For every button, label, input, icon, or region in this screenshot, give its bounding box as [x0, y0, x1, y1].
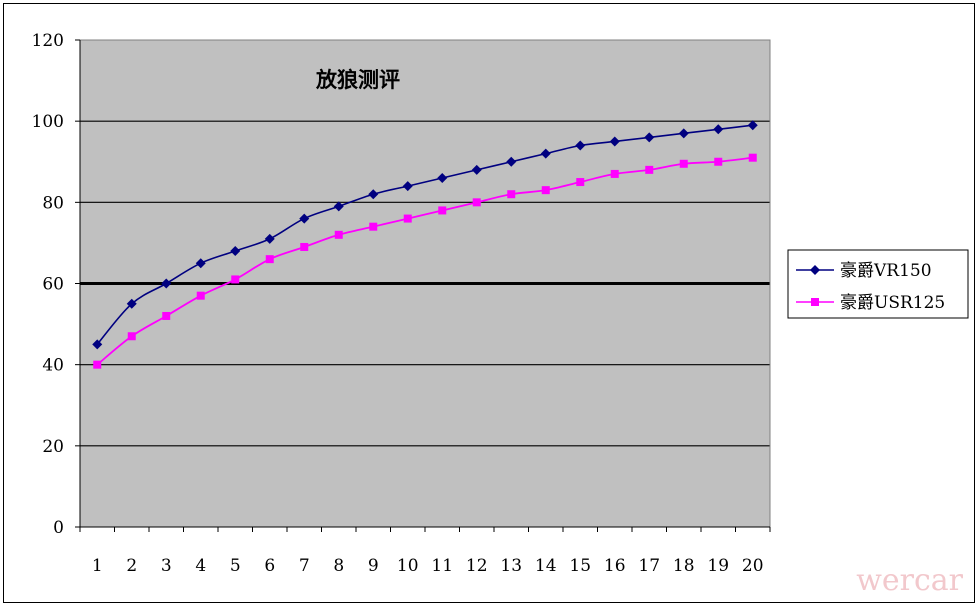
x-tick-label: 8 — [333, 556, 344, 576]
data-point — [576, 178, 585, 187]
x-tick-label: 17 — [638, 556, 660, 576]
data-point — [645, 165, 654, 174]
x-tick-label: 1 — [92, 556, 103, 576]
y-axis: 0 20 40 60 80 100 120 — [32, 31, 81, 538]
legend-marker-series-2 — [811, 298, 819, 306]
data-point — [714, 157, 723, 166]
y-tick-label: 120 — [32, 31, 64, 51]
y-tick-label: 40 — [42, 356, 64, 376]
data-point — [679, 159, 688, 168]
watermark: wercar — [856, 563, 963, 598]
x-tick-label: 4 — [195, 556, 206, 576]
data-point — [264, 233, 275, 244]
y-tick-label: 20 — [42, 437, 64, 457]
x-tick-label: 14 — [535, 556, 557, 576]
x-tick-label: 6 — [264, 556, 275, 576]
data-point — [92, 339, 103, 350]
data-point — [644, 132, 655, 143]
data-point — [231, 275, 240, 284]
data-point — [333, 201, 344, 212]
x-tick-label: 15 — [569, 556, 591, 576]
series-2 — [93, 153, 757, 369]
data-point — [300, 242, 309, 251]
y-tick-label: 0 — [53, 518, 64, 538]
data-point — [195, 258, 206, 269]
series-1 — [92, 120, 758, 350]
data-point — [127, 332, 136, 341]
data-point — [161, 278, 172, 289]
x-tick-label: 7 — [299, 556, 310, 576]
data-point — [299, 213, 310, 224]
data-point — [230, 246, 241, 257]
chart-title: 放狼测评 — [315, 68, 400, 92]
data-point — [437, 172, 448, 183]
x-tick-label: 12 — [466, 556, 488, 576]
series-lines — [92, 120, 758, 369]
x-tick-label: 20 — [742, 556, 764, 576]
data-point — [575, 140, 586, 151]
x-tick-label: 11 — [431, 556, 453, 576]
data-point — [540, 148, 551, 159]
data-point — [713, 124, 724, 135]
data-point — [748, 153, 757, 162]
legend-label-series-2: 豪爵USR125 — [840, 292, 945, 313]
data-point — [369, 222, 378, 231]
legend-label-series-1: 豪爵VR150 — [840, 260, 932, 281]
x-tick-label: 19 — [707, 556, 729, 576]
x-tick-label: 3 — [161, 556, 172, 576]
x-tick-label: 5 — [230, 556, 241, 576]
data-point — [126, 298, 137, 309]
legend: 豪爵VR150 豪爵USR125 — [787, 249, 969, 319]
data-point — [609, 136, 620, 147]
data-point — [747, 120, 758, 131]
data-point — [471, 164, 482, 175]
data-point — [93, 360, 102, 369]
data-point — [507, 190, 516, 199]
x-tick-label: 2 — [126, 556, 137, 576]
gridlines — [80, 120, 770, 447]
x-tick-label: 16 — [604, 556, 626, 576]
data-point — [506, 156, 517, 167]
data-point — [678, 128, 689, 139]
y-tick-label: 60 — [42, 275, 64, 295]
data-point — [402, 181, 413, 192]
data-point — [265, 255, 274, 264]
legend-marker-series-1 — [810, 265, 820, 275]
x-axis: 1 2 3 4 5 6 7 8 9 10 11 12 13 14 15 16 17 18 19 20 — [79, 526, 771, 576]
y-tick-label: 80 — [42, 193, 64, 213]
data-point — [438, 206, 447, 215]
legend-box — [787, 249, 969, 319]
x-tick-label: 13 — [500, 556, 522, 576]
y-tick-label: 100 — [32, 112, 64, 132]
data-point — [610, 169, 619, 178]
data-point — [541, 186, 550, 195]
data-point — [368, 189, 379, 200]
data-point — [472, 198, 481, 207]
x-tick-label: 18 — [673, 556, 695, 576]
x-tick-label: 9 — [368, 556, 379, 576]
data-point — [162, 311, 171, 320]
data-point — [334, 230, 343, 239]
x-tick-label: 10 — [397, 556, 419, 576]
data-point — [403, 214, 412, 223]
data-point — [196, 291, 205, 300]
